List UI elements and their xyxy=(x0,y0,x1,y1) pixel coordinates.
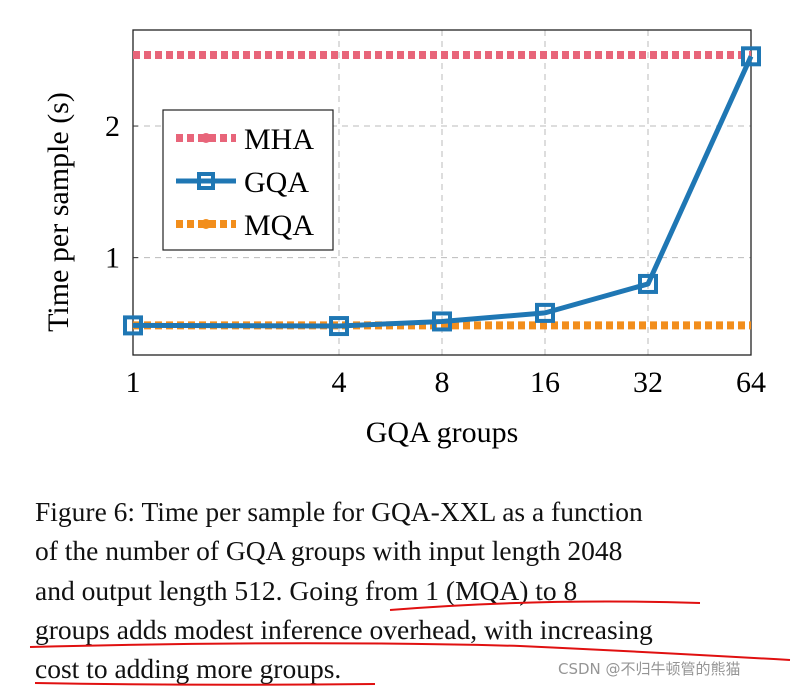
y-axis-label: Time per sample (s) xyxy=(42,92,75,332)
figure-caption: Figure 6: Time per sample for GQA-XXL as… xyxy=(35,492,775,688)
gqa-point xyxy=(638,273,658,294)
legend-label: GQA xyxy=(244,166,309,199)
y-tick-label: 1 xyxy=(105,242,120,275)
gqa-point xyxy=(329,316,349,337)
x-tick-label: 16 xyxy=(530,366,560,399)
caption-line: and output length 512. Going from 1 (MQA… xyxy=(35,574,578,606)
gqa-point xyxy=(535,302,555,323)
caption-line: Figure 6: Time per sample for GQA-XXL as… xyxy=(35,496,643,527)
legend-label: MQA xyxy=(244,209,314,242)
x-tick-label: 64 xyxy=(736,366,766,399)
x-axis-label: GQA groups xyxy=(366,416,519,449)
gqa-point xyxy=(432,311,452,332)
legend: MHA GQA MQA xyxy=(162,109,334,251)
legend-marker xyxy=(201,133,211,143)
legend-marker xyxy=(201,219,211,229)
caption-line: groups adds modest inference overhead, w… xyxy=(35,613,653,645)
x-tick-label: 8 xyxy=(435,366,450,399)
caption-line: of the number of GQA groups with input l… xyxy=(35,535,623,567)
line-chart: 1 4 8 16 32 64 1 2 Time per sample (s) GQA grou… xyxy=(42,29,766,449)
legend-label: MHA xyxy=(244,123,314,156)
plot-frame xyxy=(132,29,752,356)
legend-marker xyxy=(197,172,215,190)
y-tick-label: 2 xyxy=(105,110,120,143)
gqa-point xyxy=(123,315,143,336)
gqa-line xyxy=(132,55,754,329)
gqa-point xyxy=(741,46,761,67)
watermark: CSDN @不归牛顿管的熊猫 xyxy=(558,660,741,678)
x-tick-label: 1 xyxy=(126,366,141,399)
x-tick-label: 32 xyxy=(633,366,663,399)
x-tick-label: 4 xyxy=(332,366,347,399)
